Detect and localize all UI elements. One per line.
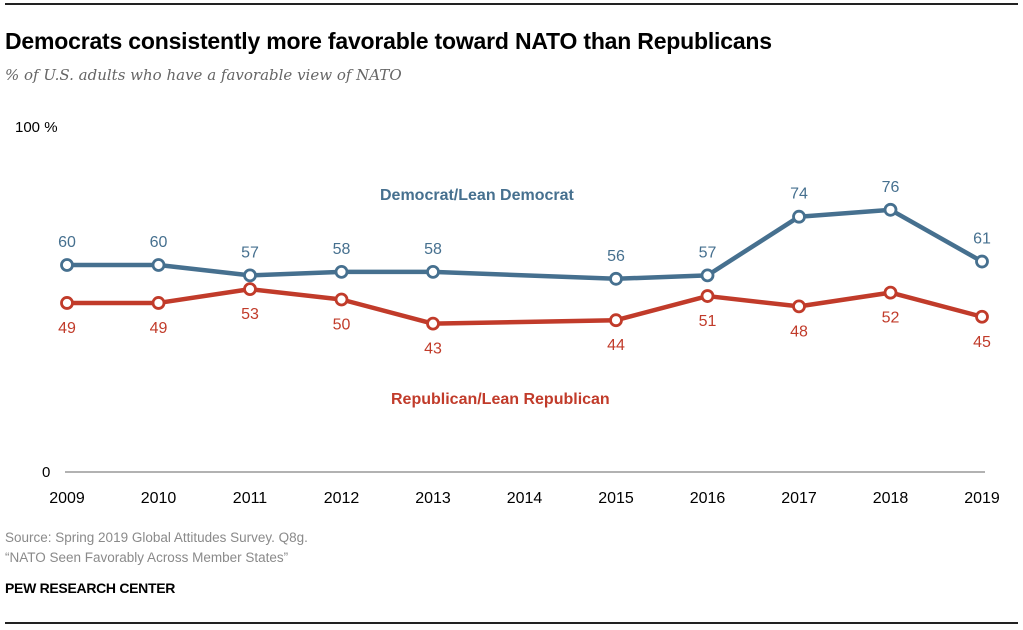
x-tick-label: 2019: [964, 490, 1000, 507]
chart-title: Democrats consistently more favorable to…: [5, 28, 772, 54]
series-label-democrat: Democrat/Lean Democrat: [380, 187, 575, 204]
data-label: 44: [607, 337, 625, 354]
x-tick-label: 2015: [598, 490, 634, 507]
data-label: 52: [882, 310, 900, 327]
x-tick-label: 2011: [233, 490, 268, 507]
data-label: 45: [973, 334, 991, 351]
source-line-1: Source: Spring 2019 Global Attitudes Sur…: [5, 530, 308, 545]
x-tick-label: 2009: [49, 490, 85, 507]
series-lines: [60, 202, 989, 331]
series-line-republican: [64, 286, 985, 326]
data-label: 76: [882, 179, 900, 196]
data-label: 74: [790, 186, 808, 203]
data-point-marker: [883, 202, 898, 217]
data-label: 48: [790, 323, 808, 340]
source-line-2: “NATO Seen Favorably Across Member State…: [5, 550, 289, 565]
top-rule: [5, 3, 1018, 5]
data-label: 49: [58, 320, 76, 337]
x-tick-label: 2018: [873, 490, 909, 507]
x-tick-label: 2010: [141, 490, 177, 507]
data-point-marker: [883, 285, 898, 300]
data-label: 57: [241, 244, 259, 261]
data-point-marker: [243, 282, 257, 297]
data-point-marker: [334, 264, 349, 279]
x-tick-label: 2013: [415, 490, 451, 507]
data-labels: 60 60 57 58 58 56 57 74 76 61 49 49 53 50 43 44 51 48 52 45…: [58, 179, 991, 408]
y-tick-label: 100 %: [15, 119, 58, 136]
data-point-marker: [609, 313, 623, 328]
bottom-rule: [5, 622, 1018, 624]
data-label: 60: [150, 234, 168, 251]
data-point-marker: [792, 209, 806, 224]
data-label: 56: [607, 248, 625, 265]
x-tick-label: 2012: [324, 490, 360, 507]
x-tick-label: 2017: [781, 490, 817, 507]
data-point-marker: [60, 258, 74, 272]
data-point-marker: [700, 268, 715, 283]
data-point-marker: [151, 296, 166, 310]
source-note: Source: Spring 2019 Global Attitudes Sur…: [5, 528, 308, 568]
data-point-marker: [243, 268, 257, 283]
data-point-marker: [151, 258, 166, 272]
data-point-marker: [334, 292, 349, 307]
x-tick-label: 2016: [690, 490, 726, 507]
data-label: 57: [699, 244, 717, 261]
data-label: 49: [150, 320, 168, 337]
x-tick-label: 2014: [507, 490, 543, 507]
data-point-marker: [426, 264, 440, 279]
data-label: 60: [58, 234, 76, 251]
series-label-republican: Republican/Lean Republican: [391, 391, 610, 408]
data-point-marker: [60, 296, 74, 310]
axes: 0 100 % 2009 2010 2011 2012 2013 2014 2015 2016 20…: [15, 119, 1000, 507]
data-label: 51: [699, 313, 717, 330]
data-point-marker: [792, 299, 806, 314]
chart-subtitle: % of U.S. adults who have a favorable vi…: [5, 66, 402, 84]
data-label: 53: [241, 306, 259, 323]
data-label: 50: [333, 317, 351, 334]
data-point-marker: [975, 254, 989, 269]
brand-logo-text: PEW RESEARCH CENTER: [5, 580, 176, 596]
series-line-democrat: [64, 207, 985, 282]
data-point-marker: [426, 316, 440, 331]
data-point-marker: [609, 271, 623, 286]
data-label: 58: [333, 241, 351, 258]
data-point-marker: [700, 289, 715, 303]
data-label: 61: [973, 231, 991, 248]
data-label: 58: [424, 241, 442, 258]
y-tick-label: 0: [42, 464, 50, 481]
data-label: 43: [424, 341, 442, 358]
data-point-marker: [975, 309, 989, 324]
